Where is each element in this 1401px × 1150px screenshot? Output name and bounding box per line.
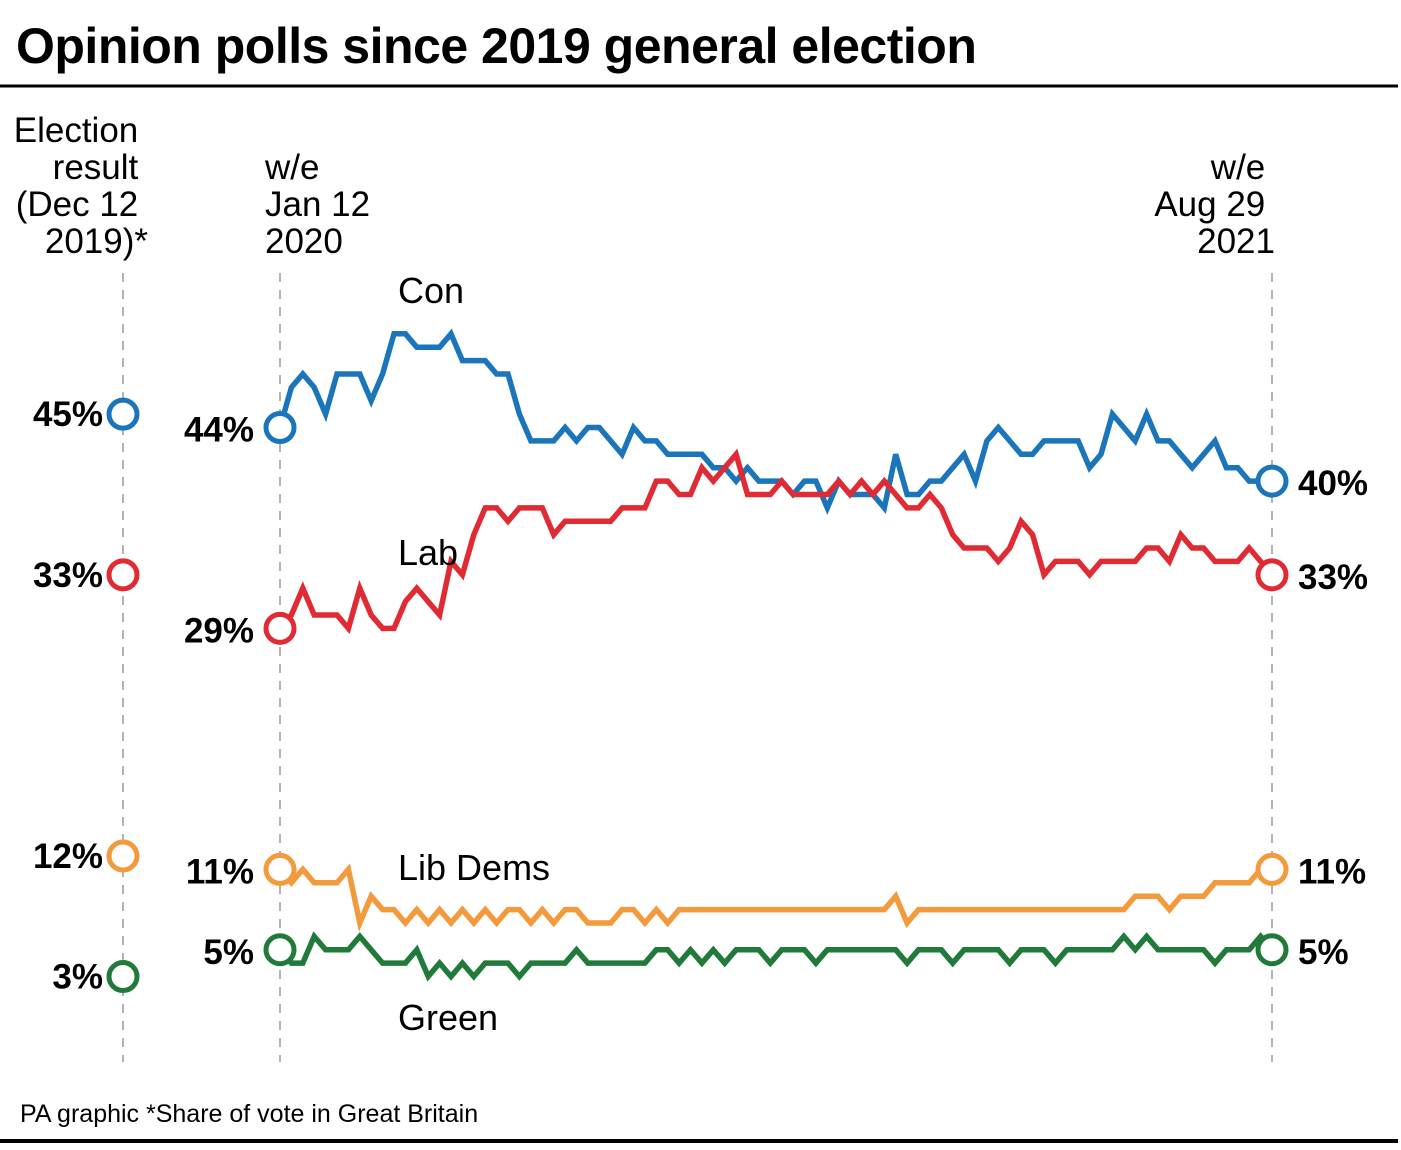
lab-line: [277, 448, 1275, 635]
lib-dems-party-label: Lib Dems: [398, 847, 550, 888]
green-end-label: 5%: [1298, 933, 1349, 972]
green-election-marker: [106, 960, 140, 994]
con-end-label: 40%: [1298, 464, 1368, 503]
green-election-label: 3%: [52, 958, 103, 997]
lab-start-marker: [263, 611, 297, 645]
lib-dems-start-label: 11%: [186, 852, 254, 891]
lib-dems-end-marker: [1255, 852, 1289, 886]
green-end-marker: [1255, 933, 1289, 967]
series-lib-dems: 12% 11% 11% Lib Dems: [33, 837, 1366, 933]
start-header-line-3: 2020: [265, 222, 343, 261]
end-date-header: w/e Aug 29 2021: [1154, 148, 1275, 261]
lab-start-label: 29%: [184, 611, 254, 650]
election-header-line-2: result: [53, 148, 139, 187]
election-header-line-3: (Dec 12: [16, 185, 139, 224]
lib-dems-start-marker: [263, 852, 297, 886]
con-start-label: 44%: [184, 411, 254, 450]
end-header-line-2: Aug 29: [1154, 185, 1265, 224]
con-line: [277, 328, 1272, 515]
lab-election-marker: [106, 558, 140, 592]
series-green: 3% 5% 5% Green: [52, 931, 1349, 1038]
lab-election-label: 33%: [33, 556, 103, 595]
lib-dems-line: [277, 863, 1272, 933]
green-start-label: 5%: [203, 933, 254, 972]
con-party-label: Con: [398, 270, 464, 311]
election-header-line-1: Election: [14, 111, 139, 150]
lab-end-label: 33%: [1298, 558, 1368, 597]
lib-dems-end-label: 11%: [1298, 852, 1366, 891]
con-end-marker: [1255, 464, 1289, 498]
end-header-line-3: 2021: [1197, 222, 1275, 261]
election-header: Election result (Dec 12 2019)*: [14, 111, 149, 261]
chart-title: Opinion polls since 2019 general electio…: [16, 18, 976, 74]
green-start-marker: [263, 933, 297, 967]
lib-dems-election-marker: [106, 839, 140, 873]
green-party-label: Green: [398, 997, 498, 1038]
lib-dems-election-label: 12%: [33, 837, 103, 876]
lab-party-label: Lab: [398, 532, 458, 573]
start-header-line-2: Jan 12: [265, 185, 370, 224]
start-date-header: w/e Jan 12 2020: [264, 148, 380, 261]
end-header-line-1: w/e: [1210, 148, 1265, 187]
series-lab: 33% 29% 33% Lab: [33, 448, 1368, 650]
series-con: 45% 44% 40% Con: [33, 270, 1368, 515]
con-election-marker: [106, 397, 140, 431]
lab-end-marker: [1255, 558, 1289, 592]
start-header-line-1: w/e: [264, 148, 319, 187]
source-note: PA graphic *Share of vote in Great Brita…: [20, 1100, 478, 1128]
con-start-marker: [263, 411, 297, 445]
election-header-line-4: 2019)*: [45, 222, 149, 261]
con-election-label: 45%: [33, 395, 103, 434]
green-line: [277, 931, 1275, 982]
